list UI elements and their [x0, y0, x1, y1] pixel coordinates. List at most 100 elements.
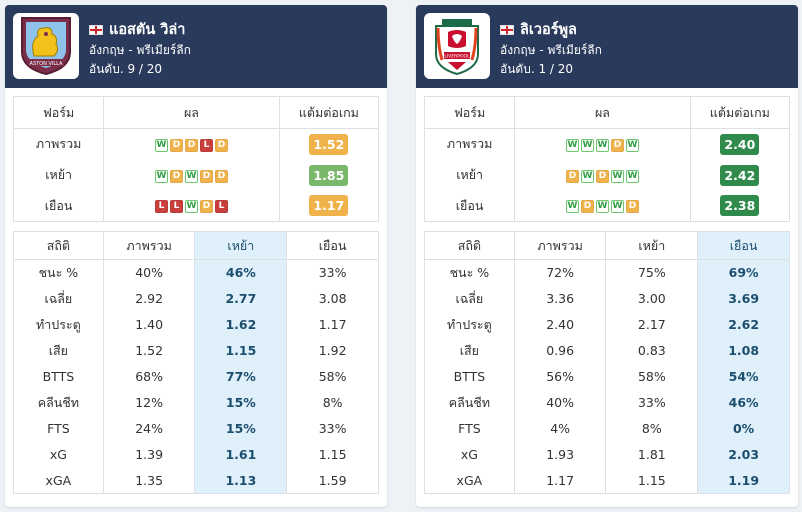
stats-cell: 1.08 [697, 337, 790, 364]
stats-row: xG 1.39 1.61 1.15 [13, 441, 379, 468]
form-row-label: ภาพรวม [424, 128, 516, 160]
form-result-d: D [169, 138, 183, 152]
stats-cell: 3.00 [605, 285, 699, 312]
form-result-w: W [595, 138, 609, 152]
stats-cell: 1.81 [605, 441, 699, 468]
stats-row-label: ทำประตู [13, 311, 104, 338]
stats-cell: 33% [318, 265, 347, 281]
stats-row: xG 1.93 1.81 2.03 [424, 441, 790, 468]
stats-row: xGA 1.35 1.13 1.59 [13, 467, 379, 494]
stats-row: FTS 4% 8% 0% [424, 415, 790, 442]
stats-row-label: เสีย [424, 337, 515, 364]
team-name-text[interactable]: แอสตัน วิล่า [109, 22, 186, 38]
stats-row-label: เฉลี่ย [424, 285, 515, 312]
stats-cell: 77% [194, 363, 288, 390]
stats-row: เสีย 1.52 1.15 1.92 [13, 337, 379, 364]
stats-cell: 75% [605, 259, 699, 286]
stats-cell: 1.15 [318, 447, 347, 462]
stats-row: BTTS 68% 77% 58% [13, 363, 379, 390]
ppg-badge: 1.85 [309, 164, 349, 186]
stats-header: สถิติ [424, 231, 515, 260]
stats-row-label: คลีนชีท [424, 389, 515, 416]
team-logo-liverpool[interactable]: LIVERPOOL [424, 13, 490, 79]
stats-cell: 8% [322, 395, 343, 410]
stats-cell: 12% [103, 389, 196, 416]
team-header: LIVERPOOL ลิเวอร์พูล อังกฤษ - พรีเมียร์ล… [416, 5, 798, 88]
stats-row-label: BTTS [13, 363, 104, 390]
stats-row: ทำประตู 1.40 1.62 1.17 [13, 311, 379, 338]
form-header-ppg: แต้มต่อเกม [279, 96, 379, 129]
stats-cell: 3.08 [318, 291, 347, 306]
form-result-d: D [184, 138, 198, 152]
stats-cell: 2.92 [103, 285, 196, 312]
stats-row: คลีนชีท 40% 33% 46% [424, 389, 790, 416]
stats-cell: 3.69 [697, 285, 790, 312]
form-row-label: เยือน [424, 190, 516, 222]
stats-cell: 0% [697, 415, 790, 442]
stats-cell: 2.40 [514, 311, 607, 338]
ppg-badge: 2.42 [720, 164, 760, 186]
stats-cell: 3.36 [514, 285, 607, 312]
form-result-d: D [199, 169, 213, 183]
form-result-l: L [154, 200, 168, 214]
form-result-d: D [169, 169, 183, 183]
stats-row: เสีย 0.96 0.83 1.08 [424, 337, 790, 364]
team-name[interactable]: ลิเวอร์พูล [500, 18, 577, 41]
stats-row: เฉลี่ย 2.92 2.77 3.08 [13, 285, 379, 312]
stats-cell: 33% [318, 421, 347, 436]
form-result-d: D [214, 138, 228, 152]
stats-cell: 58% [605, 363, 699, 390]
stats-cell: 2.03 [697, 441, 790, 468]
stats-row: คลีนชีท 12% 15% 8% [13, 389, 379, 416]
form-result-d: D [610, 138, 624, 152]
stats-row-label: คลีนชีท [13, 389, 104, 416]
stats-cell: 1.39 [103, 441, 196, 468]
stats-cell: 1.17 [514, 467, 607, 494]
stats-row: ชนะ % 40% 46% 33% [13, 259, 379, 286]
stats-cell: 1.19 [697, 467, 790, 494]
league-rank: อันดับ. 1 / 20 [500, 62, 574, 76]
stats-row: ชนะ % 72% 75% 69% [424, 259, 790, 286]
ppg-badge: 2.38 [720, 195, 760, 217]
stats-header: เหย้า [194, 231, 288, 260]
stats-row-label: ทำประตู [424, 311, 515, 338]
form-result-w: W [580, 169, 594, 183]
stats-cell: 46% [194, 259, 288, 286]
league-name[interactable]: อังกฤษ - พรีเมียร์ลีก [89, 43, 191, 57]
team-logo-aston-villa[interactable]: ASTON VILLA [13, 13, 79, 79]
team-card-aston-villa: ASTON VILLA แอสตัน วิล่า อังกฤษ - พรีเมี… [5, 5, 387, 507]
team-header: ASTON VILLA แอสตัน วิล่า อังกฤษ - พรีเมี… [5, 5, 387, 88]
stats-cell: 1.61 [194, 441, 288, 468]
team-name[interactable]: แอสตัน วิล่า [89, 18, 185, 41]
form-header-label: ฟอร์ม [13, 96, 105, 129]
form-result-w: W [625, 138, 639, 152]
form-result-l: L [199, 138, 213, 152]
stats-row: เฉลี่ย 3.36 3.00 3.69 [424, 285, 790, 312]
stats-cell: 1.15 [605, 467, 699, 494]
stats-table: สถิติ ภาพรวม เหย้า เยือน ชนะ % 40% 46% 33% เฉลี่… [13, 231, 379, 494]
stats-row-label: FTS [13, 415, 104, 442]
form-result-l: L [214, 200, 228, 214]
stats-cell: 24% [103, 415, 196, 442]
stats-cell: 1.62 [194, 311, 288, 338]
stats-row-label: xGA [424, 467, 515, 494]
form-result-w: W [565, 200, 579, 214]
stats-row-label: ชนะ % [13, 259, 104, 286]
form-row-label: เหย้า [13, 159, 105, 191]
form-result-d: D [595, 169, 609, 183]
stats-cell: 40% [103, 259, 196, 286]
stats-cell: 1.93 [514, 441, 607, 468]
stats-cell: 1.15 [194, 337, 288, 364]
stats-header: ภาพรวม [514, 231, 607, 260]
team-name-text[interactable]: ลิเวอร์พูล [520, 22, 577, 38]
stats-header: ภาพรวม [103, 231, 196, 260]
league-name[interactable]: อังกฤษ - พรีเมียร์ลีก [500, 43, 602, 57]
